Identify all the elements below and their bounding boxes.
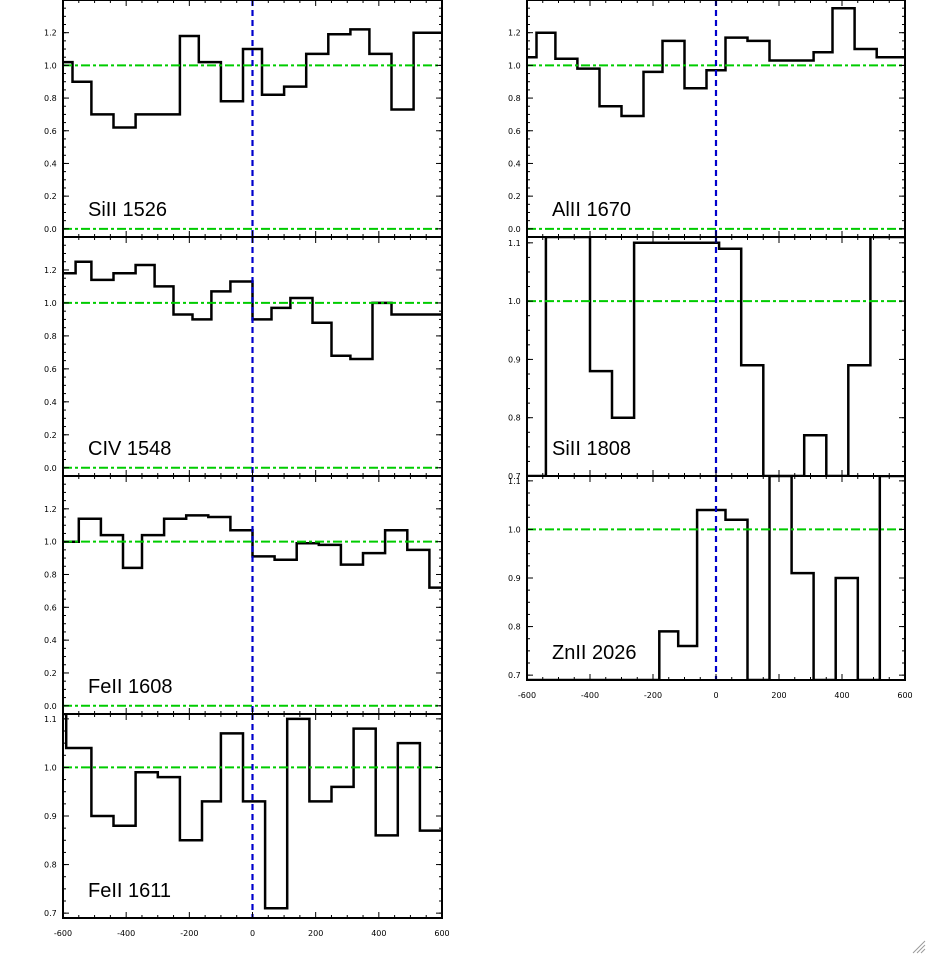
- spectrum-line-znii-2026: [527, 476, 905, 680]
- x-tick-label: -600: [518, 691, 536, 700]
- y-tick-label: 0.0: [44, 702, 57, 711]
- y-tick-label: 1.0: [508, 297, 521, 306]
- panel-civ-1548: 0.0 0.2 0.4 0.6 0.8 1.0 1.2 CIV 1548: [44, 236, 443, 477]
- y-tick-label: 0.4: [508, 159, 521, 168]
- x-tick-label: 200: [308, 929, 323, 938]
- spectrum-line-siii-1808: [527, 237, 905, 476]
- panel-siii-1808: 0.7 0.8 0.9 1.0 1.1 SiII 1808: [508, 236, 906, 481]
- y-tick-label: 0.9: [44, 812, 57, 821]
- y-tick-label: 0.0: [44, 464, 57, 473]
- y-tick-label: 0.7: [508, 472, 521, 481]
- panel-siii-1526: 0.0 0.2 0.4 0.6 0.8 1.0 1.2 SiII 1526: [44, 0, 443, 238]
- x-tick-label: -200: [644, 691, 662, 700]
- y-tick-label: 0.4: [44, 636, 57, 645]
- y-tick-label: 1.2: [44, 266, 57, 275]
- ion-label-siii-1526: SiII 1526: [88, 199, 167, 221]
- y-tick-label: 0.8: [508, 623, 521, 632]
- panel-znii-2026: 0.7 0.8 0.9 1.0 1.1 -600 -400 -200 0 200 400 600 ZnI…: [508, 475, 913, 700]
- panel-feii-1611: 0.7 0.8 0.9 1.0 1.1 -600 -400 -200 0 200 400 600 FeI…: [44, 713, 450, 938]
- y-tick-label: 1.1: [508, 239, 521, 248]
- x-tick-label: 600: [434, 929, 449, 938]
- x-tick-label: 0: [713, 691, 718, 700]
- y-tick-label: 0.4: [44, 159, 57, 168]
- ion-label-feii-1611: FeII 1611: [88, 880, 171, 902]
- y-tick-label: 1.0: [44, 61, 57, 70]
- y-tick-label: 0.9: [508, 574, 521, 583]
- y-tick-label: 0.9: [508, 355, 521, 364]
- y-tick-label: 0.8: [44, 332, 57, 341]
- y-tick-label: 0.6: [44, 365, 57, 374]
- x-tick-label: -600: [54, 929, 72, 938]
- y-tick-label: 0.7: [508, 671, 521, 680]
- ion-label-feii-1608: FeII 1608: [88, 676, 173, 698]
- y-tick-label: 1.0: [44, 763, 57, 772]
- y-tick-label: 0.2: [44, 192, 57, 201]
- x-tick-label: -400: [117, 929, 135, 938]
- y-tick-label: 0.4: [44, 398, 57, 407]
- spectrum-line-feii-1611: [63, 714, 442, 910]
- ion-label-siii-1808: SiII 1808: [552, 438, 631, 460]
- y-tick-label: 1.2: [508, 29, 521, 38]
- y-tick-label: 0.8: [44, 94, 57, 103]
- spectrum-line-civ-1548: [63, 260, 442, 361]
- y-tick-label: 1.1: [44, 715, 57, 724]
- y-tick-label: 0.0: [44, 225, 57, 234]
- y-tick-label: 0.6: [508, 127, 521, 136]
- y-tick-label: 1.0: [508, 525, 521, 534]
- x-tick-label: 600: [897, 691, 912, 700]
- panel-feii-1608: 0.0 0.2 0.4 0.6 0.8 1.0 1.2 FeII 1608: [44, 475, 443, 715]
- window-resize-grip-icon[interactable]: [912, 940, 926, 954]
- y-tick-label: 0.0: [508, 225, 521, 234]
- x-tick-label: 0: [250, 929, 255, 938]
- y-tick-label: 1.2: [44, 29, 57, 38]
- y-tick-label: 1.2: [44, 505, 57, 514]
- y-tick-label: 0.7: [44, 909, 57, 918]
- y-tick-label: 0.6: [44, 603, 57, 612]
- y-tick-label: 0.8: [508, 414, 521, 423]
- x-tick-label: -400: [581, 691, 599, 700]
- y-tick-label: 0.8: [44, 570, 57, 579]
- spectrum-line-feii-1608: [63, 514, 442, 589]
- y-tick-label: 0.2: [44, 669, 57, 678]
- spectrum-line-alii-1670: [527, 6, 905, 118]
- x-tick-label: -200: [180, 929, 198, 938]
- x-tick-label: 200: [771, 691, 786, 700]
- y-tick-label: 1.1: [508, 477, 521, 486]
- y-tick-label: 1.0: [508, 61, 521, 70]
- y-tick-label: 0.8: [44, 861, 57, 870]
- y-tick-label: 0.6: [44, 127, 57, 136]
- spectrum-line-siii-1526: [63, 28, 442, 129]
- y-tick-label: 1.0: [44, 299, 57, 308]
- y-tick-label: 0.2: [508, 192, 521, 201]
- ion-label-znii-2026: ZnII 2026: [552, 642, 637, 664]
- ion-label-civ-1548: CIV 1548: [88, 438, 171, 460]
- x-tick-label: 400: [371, 929, 386, 938]
- x-tick-label: 400: [834, 691, 849, 700]
- ion-label-alii-1670: AlII 1670: [552, 199, 631, 221]
- y-tick-label: 0.2: [44, 431, 57, 440]
- panel-alii-1670: 0.0 0.2 0.4 0.6 0.8 1.0 1.2 AlII 1670: [508, 0, 906, 238]
- y-tick-label: 1.0: [44, 538, 57, 547]
- y-tick-label: 0.8: [508, 94, 521, 103]
